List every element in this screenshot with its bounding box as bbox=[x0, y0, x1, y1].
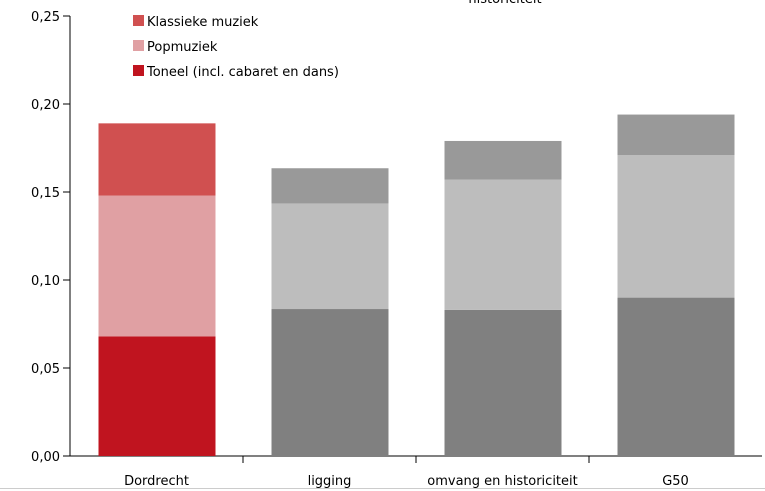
bar-segment bbox=[444, 309, 562, 456]
bar-segment bbox=[617, 297, 735, 456]
bar-segment bbox=[617, 155, 735, 298]
bar-segment bbox=[444, 140, 562, 180]
x-tick-label: G50 bbox=[662, 474, 689, 489]
y-tick-label: 0,20 bbox=[31, 98, 60, 113]
legend-label: Popmuziek bbox=[147, 40, 218, 55]
legend-swatch bbox=[133, 15, 144, 26]
bar-segment bbox=[444, 179, 562, 310]
bar-segment bbox=[271, 309, 389, 456]
bar-segment bbox=[617, 114, 735, 156]
x-tick-label: omvang en historiciteit bbox=[427, 474, 577, 489]
legend-swatch bbox=[133, 65, 144, 76]
legend-label: Klassieke muziek bbox=[147, 15, 259, 30]
y-tick-label: 0,05 bbox=[31, 362, 60, 377]
bar-segment bbox=[271, 203, 389, 310]
legend-swatch bbox=[133, 40, 144, 51]
bar-segment bbox=[98, 123, 216, 196]
chart-title: historiciteit bbox=[468, 0, 541, 7]
legend-label: Toneel (incl. cabaret en dans) bbox=[146, 65, 339, 80]
y-tick-label: 0,00 bbox=[31, 450, 60, 465]
x-tick-label: ligging bbox=[308, 474, 352, 489]
bar-segment bbox=[271, 168, 389, 204]
bar-segment bbox=[98, 195, 216, 337]
y-tick-label: 0,15 bbox=[31, 186, 60, 201]
x-tick-label: Dordrecht bbox=[124, 474, 189, 489]
y-tick-label: 0,10 bbox=[31, 274, 60, 289]
y-tick-label: 0,25 bbox=[31, 10, 60, 25]
bar-segment bbox=[98, 336, 216, 456]
